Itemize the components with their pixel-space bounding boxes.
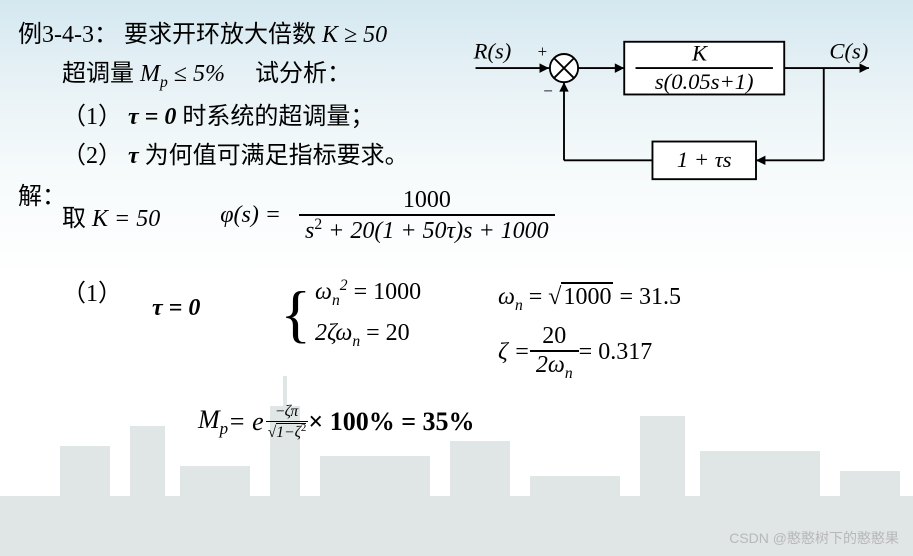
phi-label: φ(s) =: [220, 202, 281, 229]
overshoot-label: 超调量: [62, 61, 134, 87]
p1-label: （1）: [62, 273, 122, 308]
sys-eq1: ωn2 = 1000: [315, 273, 421, 314]
mp-sub: p: [160, 74, 168, 91]
fwd-num: K: [691, 41, 709, 66]
q1-tau: τ = 0: [128, 104, 176, 130]
fwd-den: s(0.05s+1): [655, 69, 754, 94]
results: ωn = √1000 = 31.5 ζ = 20 2ωn = 0.317: [498, 282, 895, 383]
minus-sign: −: [543, 81, 553, 100]
title-requirement: 要求开环放大倍数: [124, 22, 316, 48]
q2-num: （2）: [62, 143, 122, 169]
watermark: CSDN @憨憨树下的憨憨果: [729, 528, 899, 548]
analyze-label: 试分析：: [255, 61, 351, 87]
brace-system: { ωn2 = 1000 2ζωn = 20: [280, 273, 421, 354]
omega-result: ωn = √1000 = 31.5: [498, 282, 895, 315]
r-label: R(s): [473, 39, 512, 64]
mp-ineq: ≤ 5%: [168, 61, 225, 87]
left-brace-icon: {: [280, 282, 311, 346]
plus-sign: +: [538, 42, 548, 61]
k-eq: K = 50: [92, 206, 160, 232]
exponent-fraction: −ζπ√1−ζ2: [266, 403, 309, 442]
phi-den: s2 + 20(1 + 50τ)s + 1000: [299, 216, 555, 245]
q1-txt: 时系统的超调量；: [182, 104, 374, 130]
k-condition: K ≥ 50: [322, 22, 387, 48]
zeta-result: ζ = 20 2ωn = 0.317: [498, 323, 895, 383]
q2-txt: 为何值可满足指标要求。: [145, 143, 409, 169]
q2-tau: τ: [128, 143, 139, 169]
q1-num: （1）: [62, 104, 122, 130]
p1-tau: τ = 0: [152, 295, 200, 322]
take-label: 取: [62, 206, 92, 232]
mp-sym: M: [140, 61, 160, 87]
fb-label: 1 + τs: [677, 147, 732, 172]
block-diagram: R(s) + − K s(0.05s+1) C(s) 1 + τs: [461, 38, 891, 198]
example-number: 例3-4-3：: [18, 22, 118, 48]
sys-eq2: 2ζωn = 20: [315, 314, 421, 355]
mp-equation: Mp = e−ζπ√1−ζ2 × 100% = 35%: [198, 403, 895, 442]
c-label: C(s): [829, 39, 868, 64]
